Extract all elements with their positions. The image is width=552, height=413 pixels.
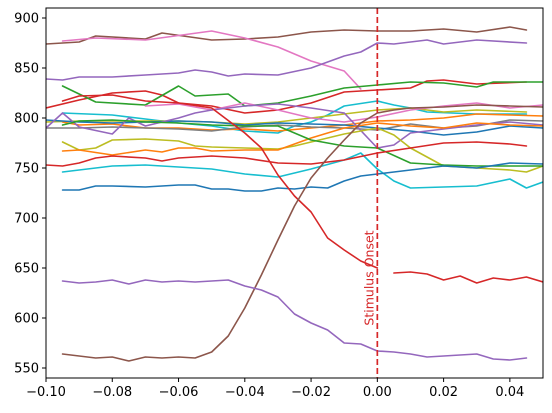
y-tick-label: 750 — [14, 162, 39, 177]
series-layer — [46, 26, 543, 362]
stimulus-onset-label: Stimulus Onset — [361, 230, 376, 325]
series-line-16 — [61, 119, 543, 167]
y-tick-label: 900 — [14, 12, 39, 27]
x-tick-label: −0.04 — [225, 385, 265, 400]
x-tick-label: −0.10 — [26, 385, 66, 400]
x-tick-label: −0.06 — [159, 385, 199, 400]
annotation-layer: Stimulus Onset — [361, 8, 379, 378]
x-tick-label: 0.02 — [429, 385, 458, 400]
y-tick-label: 850 — [14, 62, 39, 77]
series-line-10 — [46, 119, 543, 136]
series-line-3 — [46, 39, 528, 81]
y-tick-label: 800 — [14, 112, 39, 127]
series-line-2 — [61, 30, 362, 90]
series-line-13 — [61, 152, 543, 189]
series-line-15 — [61, 122, 543, 156]
y-axis: 550 600 650 700 750 800 850 900 — [14, 12, 46, 377]
series-line-8 — [61, 113, 543, 132]
x-tick-label: −0.02 — [291, 385, 331, 400]
series-line-1 — [46, 26, 528, 45]
series-line-20 — [393, 271, 543, 284]
y-tick-label: 700 — [14, 212, 39, 227]
x-tick-label: 0.04 — [495, 385, 524, 400]
series-line-19 — [61, 94, 379, 269]
x-tick-label: 0.00 — [363, 385, 392, 400]
x-tick-label: −0.08 — [92, 385, 132, 400]
series-line-22 — [61, 279, 528, 361]
series-line-17 — [46, 141, 528, 167]
y-tick-label: 650 — [14, 262, 39, 277]
x-axis: −0.10 −0.08 −0.06 −0.04 −0.02 0.00 0.02 0.04 — [26, 378, 524, 400]
y-tick-label: 550 — [14, 362, 39, 377]
plot-frame — [45, 7, 544, 379]
series-line-21 — [61, 104, 543, 362]
y-tick-label: 600 — [14, 312, 39, 327]
series-line-18 — [61, 162, 543, 192]
series-line-5 — [61, 81, 543, 107]
series-line-12 — [46, 103, 543, 149]
